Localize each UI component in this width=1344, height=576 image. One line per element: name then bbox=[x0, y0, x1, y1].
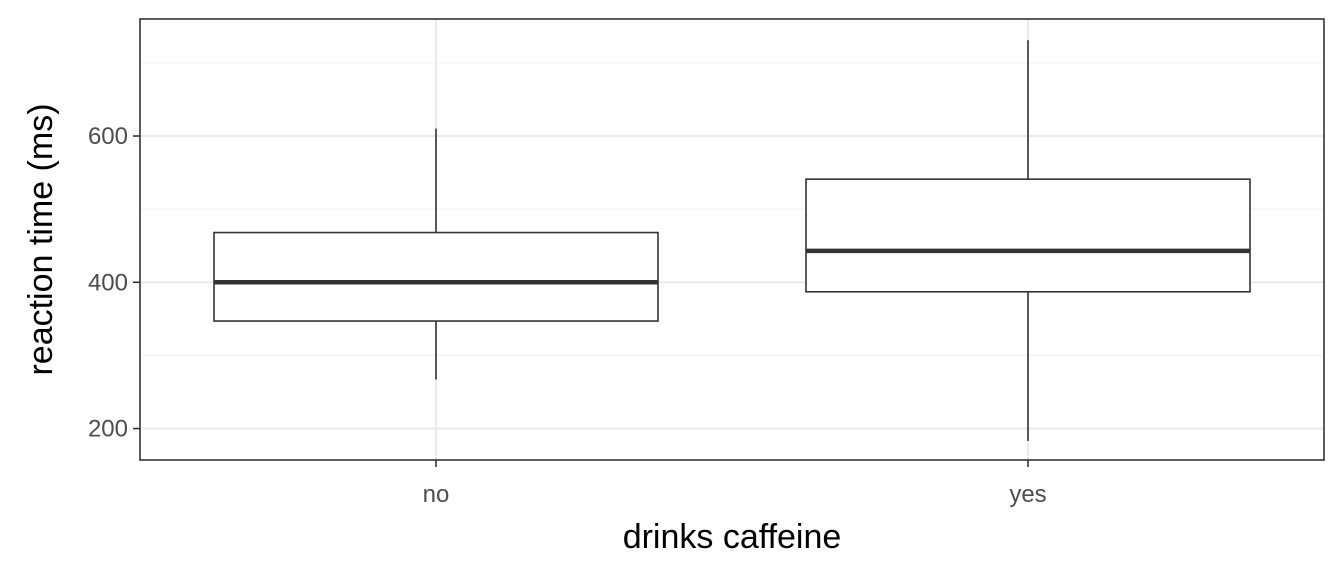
y-tick-label: 200 bbox=[88, 416, 128, 443]
box-yes bbox=[805, 178, 1251, 293]
axis-ticks: 200 400 600 no yes bbox=[88, 123, 1047, 508]
box-no bbox=[213, 231, 659, 322]
y-tick-label: 600 bbox=[88, 123, 128, 150]
x-tick-label: yes bbox=[1009, 481, 1046, 508]
y-axis-title: reaction time (ms) bbox=[22, 103, 60, 375]
x-axis-title: drinks caffeine bbox=[623, 518, 842, 556]
x-tick-label: no bbox=[423, 481, 450, 508]
y-tick-label: 400 bbox=[88, 269, 128, 296]
panel-border bbox=[139, 18, 1325, 461]
boxes bbox=[213, 40, 1251, 441]
